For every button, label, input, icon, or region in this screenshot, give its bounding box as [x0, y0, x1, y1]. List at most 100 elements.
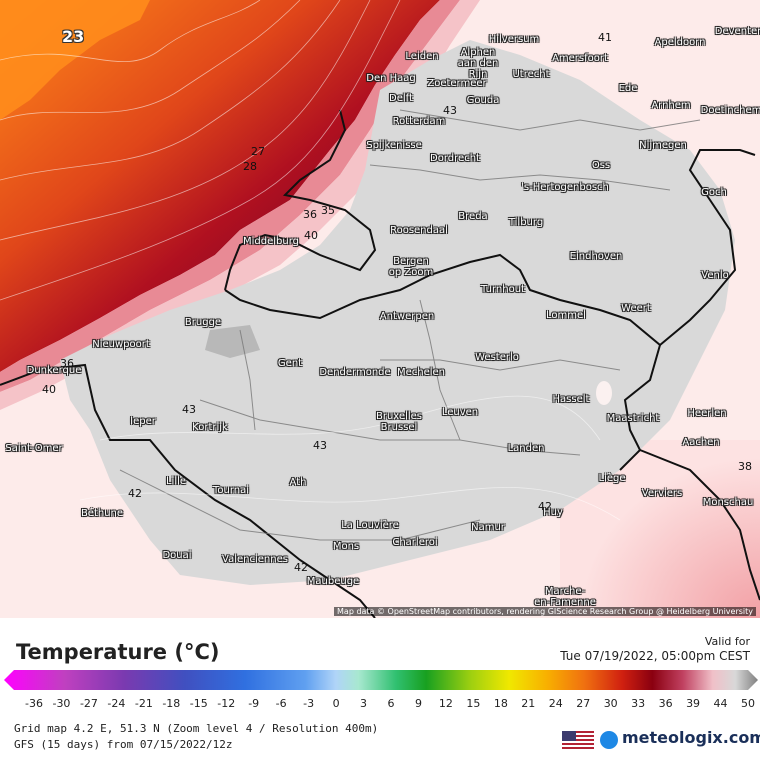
brand-name[interactable]: meteologix.com [622, 728, 760, 747]
scale-tick-label: -30 [52, 697, 71, 710]
city-label: Dendermonde [319, 367, 391, 378]
city-label: Mechelen [396, 367, 446, 378]
city-label: Delft [389, 93, 413, 104]
city-label: Gent [277, 358, 303, 369]
valid-time: Tue 07/19/2022, 05:00pm CEST [560, 649, 750, 663]
city-label: Verviers [641, 488, 683, 499]
scale-tick-label: 0 [332, 697, 340, 710]
city-label: Eindhoven [569, 251, 623, 262]
city-label: Aachen [682, 437, 720, 448]
isoline-label: 35 [321, 204, 335, 217]
city-label: Deventer [714, 26, 760, 37]
isoline-label: 27 [251, 145, 265, 158]
scale-tick-label: 50 [741, 697, 755, 710]
scale-tick-label: -27 [79, 697, 98, 710]
city-label: Weert [621, 303, 651, 314]
isoline-label: 40 [304, 229, 318, 242]
city-label: Den Haag [366, 73, 416, 84]
city-label: Leiden [405, 51, 439, 62]
map-canvas [0, 0, 760, 618]
scale-tick-label: 15 [466, 697, 481, 710]
us-flag-icon[interactable] [562, 731, 594, 751]
city-label: Amersfoort [552, 53, 608, 64]
city-label: Liège [598, 473, 626, 484]
isoline-label: 43 [182, 403, 196, 416]
city-label: Goch [701, 187, 727, 198]
city-label: Gouda [466, 95, 500, 106]
city-label: Rotterdam [392, 116, 446, 127]
map-credit: Map data © OpenStreetMap contributors, r… [334, 607, 756, 616]
city-label: Westerlo [475, 352, 519, 363]
city-label: Landen [507, 443, 545, 454]
city-label: Oss [591, 160, 611, 171]
city-label: Zoetermeer [427, 78, 487, 89]
scale-tick-label: 6 [387, 697, 395, 710]
scale-tick-label: -36 [25, 697, 43, 710]
scale-tick-label: -6 [275, 697, 287, 710]
city-label: Douai [162, 550, 192, 561]
isoline-label: 28 [243, 160, 257, 173]
city-label: Doetinchem [700, 105, 760, 116]
isoline-label: 36 [60, 357, 74, 370]
scale-tick-label: 39 [686, 697, 701, 710]
legend-panel: Temperature (°C) Valid for Tue 07/19/202… [0, 618, 760, 760]
corner-temperature-label: 23 [62, 27, 85, 46]
city-label: Middelburg [242, 236, 300, 247]
meteologix-logo-icon [600, 731, 618, 749]
city-label: Arnhem [651, 100, 691, 111]
city-label: Venlo [701, 270, 729, 281]
city-label: Béthune [80, 508, 124, 519]
scale-tick-label: 44 [713, 697, 728, 710]
city-label: Monschau [702, 497, 754, 508]
city-label: Ede [618, 83, 638, 94]
city-label: Tournai [212, 485, 250, 496]
isoline-label: 42 [294, 561, 308, 574]
city-label: Saint-Omer [5, 443, 63, 454]
isoline-label: 40 [42, 383, 56, 396]
city-label: Tilburg [508, 217, 544, 228]
city-label: Heerlen [687, 408, 727, 419]
scale-tick-label: 24 [548, 697, 563, 710]
city-label: Dunkerque [26, 365, 82, 376]
city-label: Antwerpen [379, 311, 435, 322]
city-label: Leuven [441, 407, 479, 418]
legend-title: Temperature (°C) [16, 640, 220, 664]
scale-tick-label: 9 [414, 697, 422, 710]
isoline-label: 36 [303, 208, 317, 221]
scale-tick-label: 33 [631, 697, 646, 710]
city-label: Valenciennes [222, 554, 288, 565]
city-label: Mons [332, 541, 360, 552]
scale-tick-label: -9 [248, 697, 260, 710]
scale-tick-label: -18 [162, 697, 181, 710]
city-label: Alphen aan den Rijn [457, 47, 499, 80]
city-label: La Louvière [341, 520, 399, 531]
city-label: Namur [471, 522, 505, 533]
scale-tick-label: 36 [658, 697, 673, 710]
city-label: Hilversum [488, 34, 540, 45]
city-label: Spijkenisse [366, 140, 422, 151]
isoline-label: 38 [738, 460, 752, 473]
scale-tick-label: 18 [493, 697, 508, 710]
scale-tick-label: 30 [603, 697, 618, 710]
city-label: Ath [289, 477, 307, 488]
city-label: Bruxelles Brussel [376, 411, 422, 433]
city-label: Brugge [184, 317, 222, 328]
city-label: Maubeuge [306, 576, 360, 587]
scale-tick-label: -24 [107, 697, 126, 710]
city-label: Nijmegen [639, 140, 687, 151]
scale-tick-label: 27 [576, 697, 591, 710]
city-label: Bergen op Zoom [388, 256, 434, 278]
city-label: Nieuwpoort [92, 339, 150, 350]
scale-tick-label: -12 [217, 697, 236, 710]
isoline-label: 42 [128, 487, 142, 500]
scale-tick-label: -21 [134, 697, 153, 710]
grid-info: Grid map 4.2 E, 51.3 N (Zoom level 4 / R… [14, 722, 379, 735]
city-label: Huy [543, 507, 563, 518]
weather-map[interactable]: 23 41 43 27 28 36 35 40 36 40 43 43 42 42 42 38 Hilver… [0, 0, 760, 618]
city-label: Hasselt [552, 394, 590, 405]
city-label: Utrecht [512, 69, 550, 80]
city-label: 's-Hertogenbosch [521, 182, 609, 193]
city-label: Roosendaal [390, 225, 448, 236]
city-label: Breda [458, 211, 488, 222]
scale-tick-label: 21 [521, 697, 536, 710]
